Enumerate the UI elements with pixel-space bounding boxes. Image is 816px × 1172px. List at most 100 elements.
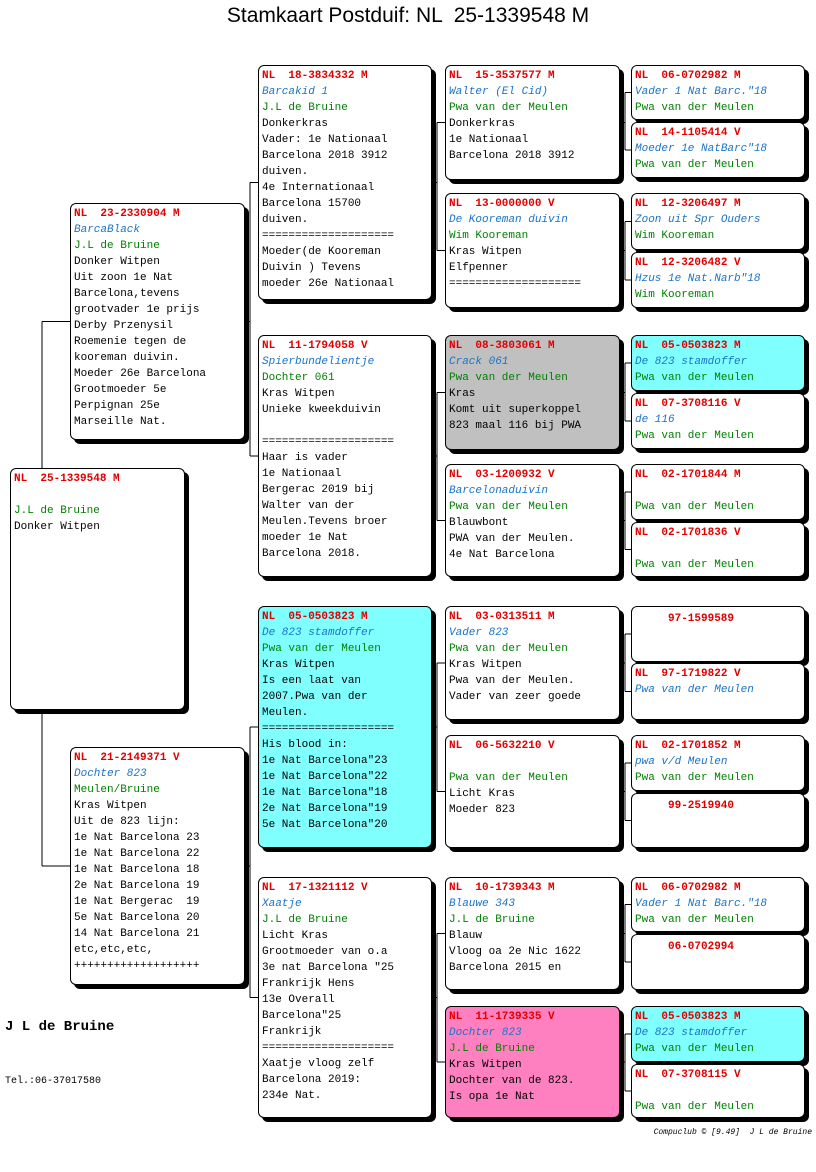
pigeon-name: Zoon uit Spr Ouders — [635, 214, 761, 226]
ring-number: NL 18-3834332 M — [262, 70, 368, 82]
pigeon-box: NL 11-1794058 V Spierbundelientje Dochter … — [258, 335, 432, 577]
pigeon-name: Vader 823 — [449, 627, 509, 639]
owner: Pwa van der Meulen — [635, 159, 754, 171]
note: ==================== — [262, 1042, 395, 1054]
note: Donkerkras — [262, 118, 329, 130]
pigeon-box: NL 12-3206497 M Zoon uit Spr Ouders Wim Ko… — [631, 193, 805, 250]
pigeon-box: NL 06-0702982 M Vader 1 Nat Barc."18 Pwa v… — [631, 877, 805, 932]
note: Unieke kweekduivin — [262, 404, 381, 416]
note: 1e Nat Barcelona"22 — [262, 771, 388, 783]
ring-number: NL 14-1105414 V — [635, 127, 741, 139]
breeder-name: J L de Bruine — [5, 1019, 115, 1035]
note: Walter van der — [262, 500, 355, 512]
pigeon-box: NL 05-0503823 M De 823 stamdoffer Pwa van … — [258, 606, 432, 848]
pigeon-name: De 823 stamdoffer — [262, 627, 375, 639]
ring-number: NL 02-1701836 V — [635, 527, 741, 539]
note: Donker Witpen — [74, 256, 160, 268]
owner: Pwa van der Meulen — [449, 501, 568, 513]
note: kooreman duivin. — [74, 352, 180, 364]
pigeon-box: NL 21-2149371 V Dochter 823 Meulen/Bruine K… — [70, 747, 245, 985]
note: Grootmoeder 5e — [74, 384, 167, 396]
ring-number: 99-2519940 — [668, 800, 735, 812]
pigeon-name: Barcakid 1 — [262, 86, 329, 98]
ring-number: NL 11-1794058 V — [262, 340, 368, 352]
ring-number: NL 12-3206482 V — [635, 257, 741, 269]
note: His blood in: — [262, 739, 348, 751]
note: 1e Nat Barcelona"18 — [262, 787, 388, 799]
note: Uit zoon 1e Nat — [74, 272, 174, 284]
ring-number: NL 08-3803061 M — [449, 340, 555, 352]
note: ==================== — [262, 723, 395, 735]
ring-number: NL 06-0702982 M — [635, 70, 741, 82]
note: 14 Nat Barcelona 21 — [74, 928, 200, 940]
note: Barcelona 15700 — [262, 198, 362, 210]
pigeon-name: de 116 — [635, 414, 675, 426]
spacer — [14, 487, 181, 503]
pigeon-name: BarcaBlack — [74, 224, 141, 236]
pigeon-box: NL 06-5632210 V Pwa van der Meulen Licht K… — [445, 735, 620, 848]
ring-number: NL 05-0503823 M — [262, 611, 368, 623]
pigeon-box: NL 02-1701836 V Pwa van der Meulen — [631, 522, 805, 577]
ring-number: NL 17-1321112 V — [262, 882, 368, 894]
owner: Pwa van der Meulen — [635, 914, 754, 926]
note: Barcelona 2018 3912 — [262, 150, 388, 162]
ring-number: NL 25-1339548 M — [14, 473, 120, 485]
ring-number: NL 97-1719822 V — [635, 668, 741, 680]
note: ==================== — [449, 278, 582, 290]
owner: J.L de Bruine — [262, 914, 348, 926]
pigeon-box: NL 05-0503823 M De 823 stamdoffer Pwa van … — [631, 335, 805, 391]
note: Dochter van de 823. — [449, 1075, 575, 1087]
note: Marseille Nat. — [74, 416, 167, 428]
owner: Pwa van der Meulen — [449, 372, 568, 384]
note: Licht Kras — [449, 788, 516, 800]
ring-number: NL 03-0313511 M — [449, 611, 555, 623]
pigeon-name: De 823 stamdoffer — [635, 1027, 748, 1039]
ring-number: NL 07-3708116 V — [635, 398, 741, 410]
note: Barcelona 2019: — [262, 1074, 362, 1086]
note: Bergerac 2019 bij — [262, 484, 375, 496]
owner: Wim Kooreman — [635, 230, 715, 242]
note: etc,etc,etc, — [74, 944, 154, 956]
note: Vader van zeer goede — [449, 691, 582, 703]
pigeon-box: NL 14-1105414 V Moeder 1e NatBarc"18 Pwa v… — [631, 122, 805, 178]
owner: Pwa van der Meulen — [635, 501, 754, 513]
owner: Dochter 061 — [262, 372, 335, 384]
owner: Pwa van der Meulen — [635, 430, 754, 442]
note: Komt uit superkoppel — [449, 404, 582, 416]
note: Donker Witpen — [14, 521, 100, 533]
note: Haar is vader — [262, 452, 348, 464]
note: Barcelona 2015 en — [449, 962, 562, 974]
note: Derby Przenysil — [74, 320, 174, 332]
note: Uit de 823 lijn: — [74, 816, 180, 828]
owner: Pwa van der Meulen — [635, 1101, 754, 1113]
owner: Wim Kooreman — [635, 289, 715, 301]
note: duiven. — [262, 166, 309, 178]
owner: Pwa van der Meulen — [635, 102, 754, 114]
note: moeder 26e Nationaal — [262, 278, 395, 290]
note: 1e Nationaal — [449, 134, 529, 146]
note: Elfpenner — [449, 262, 509, 274]
spacer — [449, 754, 616, 770]
owner: Meulen/Bruine — [74, 784, 160, 796]
note: Moeder(de Kooreman — [262, 246, 381, 258]
pigeon-box: NL 15-3537577 M Walter (El Cid) Pwa van de… — [445, 65, 620, 180]
pigeon-name: Blauwe 343 — [449, 898, 516, 910]
note: Is een laat van — [262, 675, 362, 687]
ring-number: NL 13-0000000 V — [449, 198, 555, 210]
note: Barcelona 2018 3912 — [449, 150, 575, 162]
ring-number: NL 07-3708115 V — [635, 1069, 741, 1081]
pigeon-name: Spierbundelientje — [262, 356, 375, 368]
pigeon-box: NL 23-2330904 M BarcaBlack J.L de Bruine Do… — [70, 203, 245, 440]
ring-number: NL 02-1701852 M — [635, 740, 741, 752]
note: Kras Witpen — [262, 659, 335, 671]
pigeon-name: pwa v/d Meulen — [635, 756, 728, 768]
note: 5e Nat Barcelona"20 — [262, 819, 388, 831]
note: Kras Witpen — [74, 800, 147, 812]
pigeon-name: Crack 061 — [449, 356, 509, 368]
note: duiven. — [262, 214, 309, 226]
pigeon-box: NL 02-1701852 M pwa v/d Meulen Pwa van der… — [631, 735, 805, 791]
pigeon-box: NL 18-3834332 M Barcakid 1 J.L de Bruine Do… — [258, 65, 432, 300]
owner: J.L de Bruine — [262, 102, 348, 114]
